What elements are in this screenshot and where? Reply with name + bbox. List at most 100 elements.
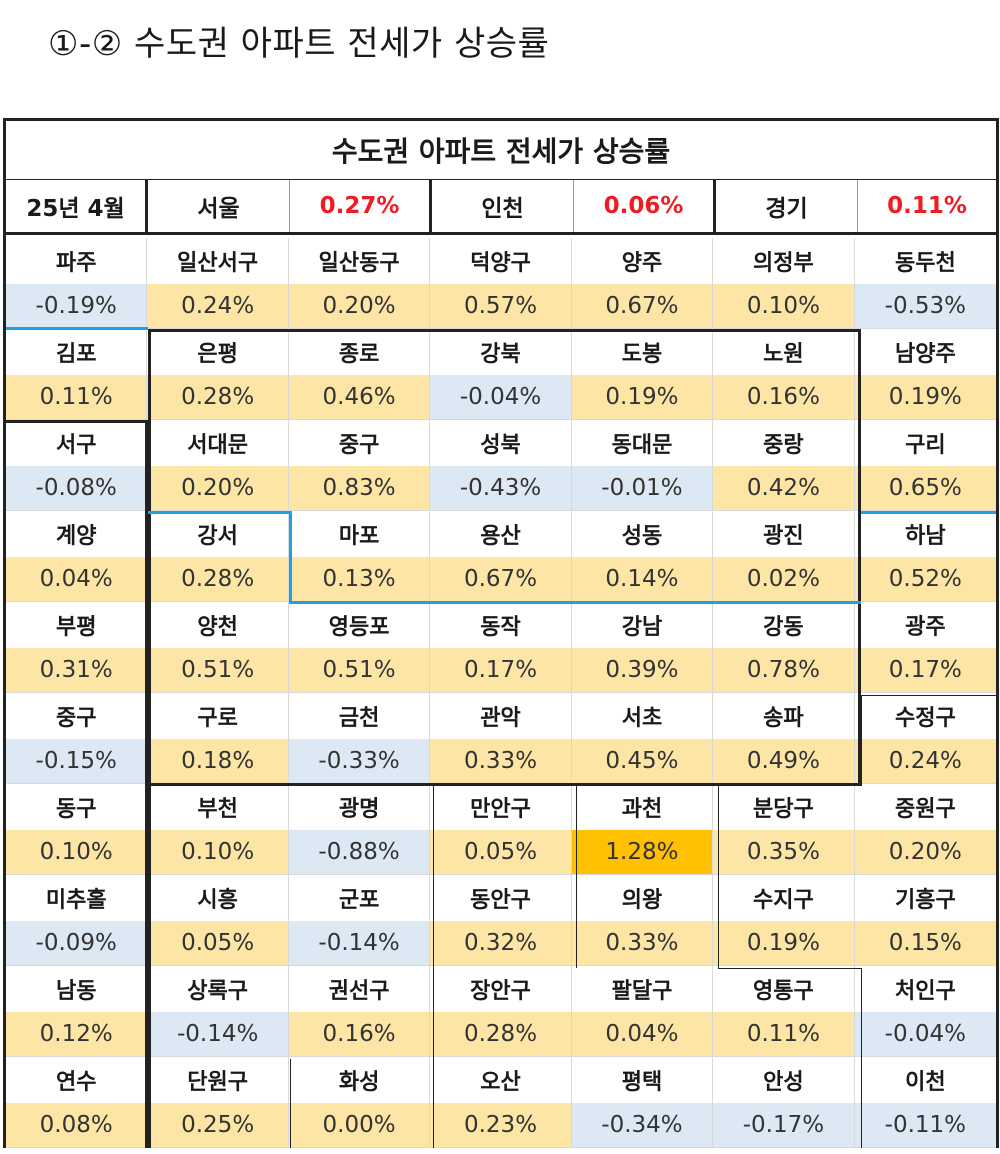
region-name: 성동 <box>571 511 713 557</box>
region-name: 동대문 <box>571 420 713 466</box>
region-rate-value: 0.67% <box>571 284 713 328</box>
region-rate-value: -0.34% <box>571 1103 713 1147</box>
region-name: 만안구 <box>430 784 571 830</box>
table-row: 미추홀 -0.09% 시흥 0.05% 군포 -0.14% 동안구 0.32% 의왕 0.33% 수… <box>6 875 997 966</box>
summary-incheon-value: 0.06% <box>574 180 716 232</box>
region-rate-value: 0.28% <box>147 375 288 419</box>
region-cell: 팔달구 0.04% <box>571 966 714 1057</box>
region-name: 단원구 <box>147 1057 288 1103</box>
region-rate-value: 0.46% <box>288 375 430 419</box>
region-cell: 미추홀 -0.09% <box>6 875 148 966</box>
region-name: 이천 <box>854 1057 997 1103</box>
region-cell: 의왕 0.33% <box>571 875 714 966</box>
region-name: 중구 <box>6 693 147 739</box>
summary-incheon-label: 인천 <box>432 180 574 232</box>
region-name: 광명 <box>288 784 430 830</box>
region-cell: 강북 -0.04% <box>430 329 572 420</box>
region-rate-value: 0.00% <box>288 1103 430 1147</box>
region-cell: 양주 0.67% <box>571 238 714 329</box>
region-name: 관악 <box>430 693 571 739</box>
region-cell: 이천 -0.11% <box>854 1057 997 1148</box>
region-cell: 마포 0.13% <box>288 511 431 602</box>
region-rate-value: 0.35% <box>713 830 854 874</box>
region-name: 하남 <box>854 511 997 557</box>
region-name: 동구 <box>6 784 147 830</box>
region-rate-value: 0.33% <box>571 921 713 965</box>
summary-gyeonggi-value: 0.11% <box>887 193 967 219</box>
region-name: 은평 <box>147 329 288 375</box>
region-cell: 분당구 0.35% <box>713 784 855 875</box>
table-row: 파주 -0.19% 일산서구 0.24% 일산동구 0.20% 덕양구 0.57% 양주 0.67… <box>6 238 997 329</box>
region-name: 종로 <box>288 329 430 375</box>
table-row: 중구 -0.15% 구로 0.18% 금천 -0.33% 관악 0.33% 서초 0.45% 송파 0… <box>6 693 997 784</box>
region-cell: 만안구 0.05% <box>430 784 572 875</box>
region-rate-value: -0.11% <box>854 1103 997 1147</box>
region-rate-value: -0.04% <box>854 1012 997 1056</box>
region-name: 처인구 <box>854 966 997 1012</box>
region-name: 노원 <box>713 329 854 375</box>
region-cell: 광명 -0.88% <box>288 784 431 875</box>
table-row: 부평 0.31% 양천 0.51% 영등포 0.51% 동작 0.17% 강남 0.39% 강동 0.… <box>6 602 997 693</box>
region-name: 서대문 <box>147 420 288 466</box>
region-name: 서초 <box>571 693 713 739</box>
summary-date: 25년 4월 <box>6 180 148 232</box>
region-cell: 양천 0.51% <box>147 602 289 693</box>
region-name: 장안구 <box>430 966 571 1012</box>
region-rate-value: 0.11% <box>6 375 147 419</box>
region-rate-value: 0.19% <box>571 375 713 419</box>
region-cell: 성동 0.14% <box>571 511 714 602</box>
table-row: 계양 0.04% 강서 0.28% 마포 0.13% 용산 0.67% 성동 0.14% 광진 0.0… <box>6 511 997 602</box>
region-name: 구로 <box>147 693 288 739</box>
region-rate-value: 0.83% <box>288 466 430 510</box>
region-cell: 군포 -0.14% <box>288 875 431 966</box>
region-name: 연수 <box>6 1057 147 1103</box>
region-cell: 노원 0.16% <box>713 329 855 420</box>
region-name: 동안구 <box>430 875 571 921</box>
region-rate-value: -0.14% <box>288 921 430 965</box>
region-cell: 동안구 0.32% <box>430 875 572 966</box>
region-rate-value: 0.20% <box>288 284 430 328</box>
region-cell: 동작 0.17% <box>430 602 572 693</box>
region-cell: 안성 -0.17% <box>713 1057 855 1148</box>
region-cell: 성북 -0.43% <box>430 420 572 511</box>
region-rate-value: -0.04% <box>430 375 571 419</box>
region-rate-value: 0.25% <box>147 1103 288 1147</box>
summary-seoul-label: 서울 <box>148 180 290 232</box>
region-rate-value: 0.05% <box>147 921 288 965</box>
region-cell: 용산 0.67% <box>430 511 572 602</box>
region-rate-value: -0.14% <box>147 1012 288 1056</box>
region-name: 동두천 <box>854 238 997 284</box>
region-cell: 강남 0.39% <box>571 602 714 693</box>
region-cell: 시흥 0.05% <box>147 875 289 966</box>
region-cell: 처인구 -0.04% <box>854 966 997 1057</box>
region-cell: 평택 -0.34% <box>571 1057 714 1148</box>
region-rate-value: -0.33% <box>288 739 430 783</box>
region-rate-value: 0.39% <box>571 648 713 692</box>
region-rate-value: -0.01% <box>571 466 713 510</box>
region-name: 파주 <box>6 238 147 284</box>
table-row: 서구 -0.08% 서대문 0.20% 중구 0.83% 성북 -0.43% 동대문 -0.01%… <box>6 420 997 511</box>
region-cell: 은평 0.28% <box>147 329 289 420</box>
region-rate-value: 0.17% <box>854 648 997 692</box>
region-name: 남동 <box>6 966 147 1012</box>
region-cell: 중구 0.83% <box>288 420 431 511</box>
region-rate-value: -0.53% <box>854 284 997 328</box>
region-rate-value: 0.10% <box>6 830 147 874</box>
region-rate-value: 0.17% <box>430 648 571 692</box>
region-cell: 동두천 -0.53% <box>854 238 997 329</box>
region-name: 부평 <box>6 602 147 648</box>
region-cell: 수정구 0.24% <box>854 693 997 784</box>
table-row: 동구 0.10% 부천 0.10% 광명 -0.88% 만안구 0.05% 과천 1.28% 분당구… <box>6 784 997 875</box>
region-rate-value: 0.24% <box>147 284 288 328</box>
region-cell: 덕양구 0.57% <box>430 238 572 329</box>
region-rate-value: 0.20% <box>854 830 997 874</box>
region-cell: 동대문 -0.01% <box>571 420 714 511</box>
region-cell: 영등포 0.51% <box>288 602 431 693</box>
region-rate-value: 0.13% <box>288 557 430 601</box>
region-name: 중구 <box>288 420 430 466</box>
region-name: 군포 <box>288 875 430 921</box>
table-title: 수도권 아파트 전세가 상승률 <box>6 121 996 180</box>
region-name: 계양 <box>6 511 147 557</box>
region-rate-value: 0.45% <box>571 739 713 783</box>
region-cell: 서구 -0.08% <box>6 420 148 511</box>
